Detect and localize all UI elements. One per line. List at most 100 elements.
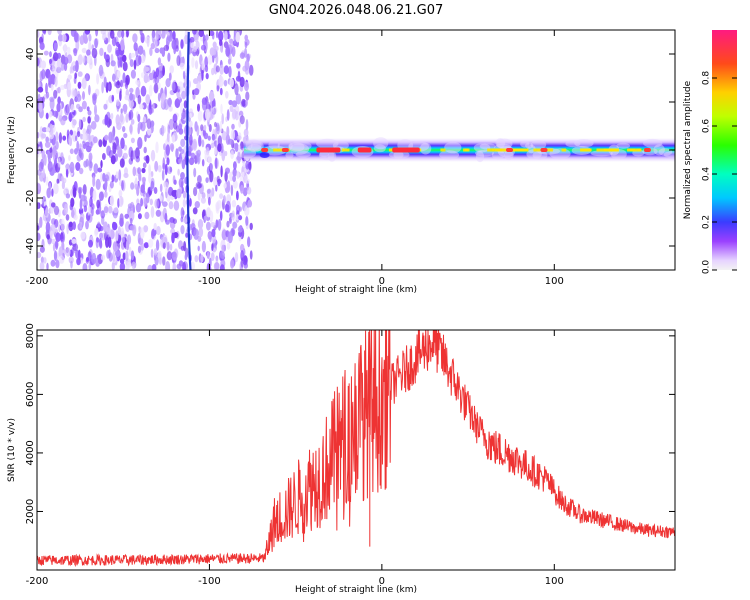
noise-speckle [201,240,206,253]
signal-halo [479,143,496,150]
noise-speckle [242,187,248,197]
noise-speckle [129,217,133,225]
noise-speckle [90,141,93,149]
noise-speckle [171,189,177,198]
noise-speckle [45,221,51,234]
noise-speckle [180,148,185,155]
noise-speckle [51,60,58,71]
noise-speckle [210,252,215,261]
noise-speckle [147,127,152,136]
noise-speckle [63,43,67,54]
noise-speckle [119,217,124,227]
noise-speckle [183,100,188,109]
noise-speckle [102,32,107,41]
signal-core [440,148,446,152]
noise-speckle [226,220,230,228]
amplitude-spot [281,148,289,152]
noise-speckle [153,248,158,256]
noise-speckle [172,113,178,123]
noise-speckle [118,169,122,181]
noise-speckle [172,262,176,270]
noise-speckle [227,58,232,65]
noise-speckle [219,210,223,221]
noise-speckle [162,201,168,208]
noise-speckle [68,256,74,264]
noise-speckle [55,259,60,269]
noise-speckle [157,92,161,102]
y-tick-label: 6000 [25,382,36,407]
noise-speckle [79,221,83,230]
noise-speckle [61,181,65,190]
noise-speckle [72,221,76,231]
noise-speckle [95,30,99,37]
noise-speckle [243,128,249,138]
noise-speckle [152,102,155,110]
noise-speckle [103,103,108,110]
noise-speckle [193,186,198,197]
noise-speckle [166,157,170,166]
noise-speckle [144,199,148,206]
noise-speckle [230,129,235,141]
noise-speckle [45,136,49,143]
noise-speckle [163,99,170,111]
noise-speckle [125,31,129,38]
noise-speckle [206,188,211,194]
noise-speckle [70,197,75,208]
noise-speckle [82,263,88,270]
noise-speckle [219,264,225,270]
noise-speckle [110,60,116,67]
noise-speckle [137,45,144,55]
noise-speckle [168,72,172,81]
noise-speckle [165,261,171,270]
noise-speckle [126,261,132,268]
noise-speckle [72,243,79,252]
noise-speckle [167,52,171,62]
noise-speckle [140,54,146,64]
noise-speckle [46,187,51,199]
noise-speckle [58,224,61,233]
snr-line [37,330,675,568]
x-tick-label: 100 [545,576,564,587]
signal-halo [532,150,548,160]
signal-core [561,148,567,152]
noise-speckle [219,120,223,133]
noise-speckle [98,237,102,248]
noise-speckle [176,96,182,104]
signal-core [273,148,278,152]
noise-speckle [125,221,131,233]
noise-speckle [180,39,184,50]
noise-speckle [112,222,118,231]
noise-speckle [219,45,223,53]
noise-speckle [232,180,238,189]
signal-halo [520,140,530,148]
noise-speckle [106,226,110,235]
noise-speckle [40,60,47,69]
noise-speckle [115,114,121,126]
noise-speckle [90,120,97,130]
noise-speckle [52,243,56,252]
noise-speckle [120,137,125,150]
noise-speckle [221,244,225,254]
noise-speckle [213,262,220,270]
noise-speckle [229,105,234,113]
noise-speckle [229,216,232,223]
noise-speckle [70,103,75,113]
noise-speckle [230,259,235,269]
noise-speckle [91,47,98,59]
noise-speckle [111,261,115,270]
noise-speckle [176,55,181,67]
noise-speckle [141,176,146,183]
noise-speckle [149,184,155,192]
noise-speckle [177,168,180,176]
noise-speckle [155,141,159,154]
noise-speckle [238,144,241,151]
noise-speckle [168,118,174,130]
noise-speckle [208,124,212,132]
noise-speckle [37,225,40,231]
noise-speckle [162,256,166,266]
noise-speckle [39,261,45,270]
noise-speckle [228,99,233,106]
noise-speckle [97,167,103,173]
noise-speckle [215,45,219,52]
